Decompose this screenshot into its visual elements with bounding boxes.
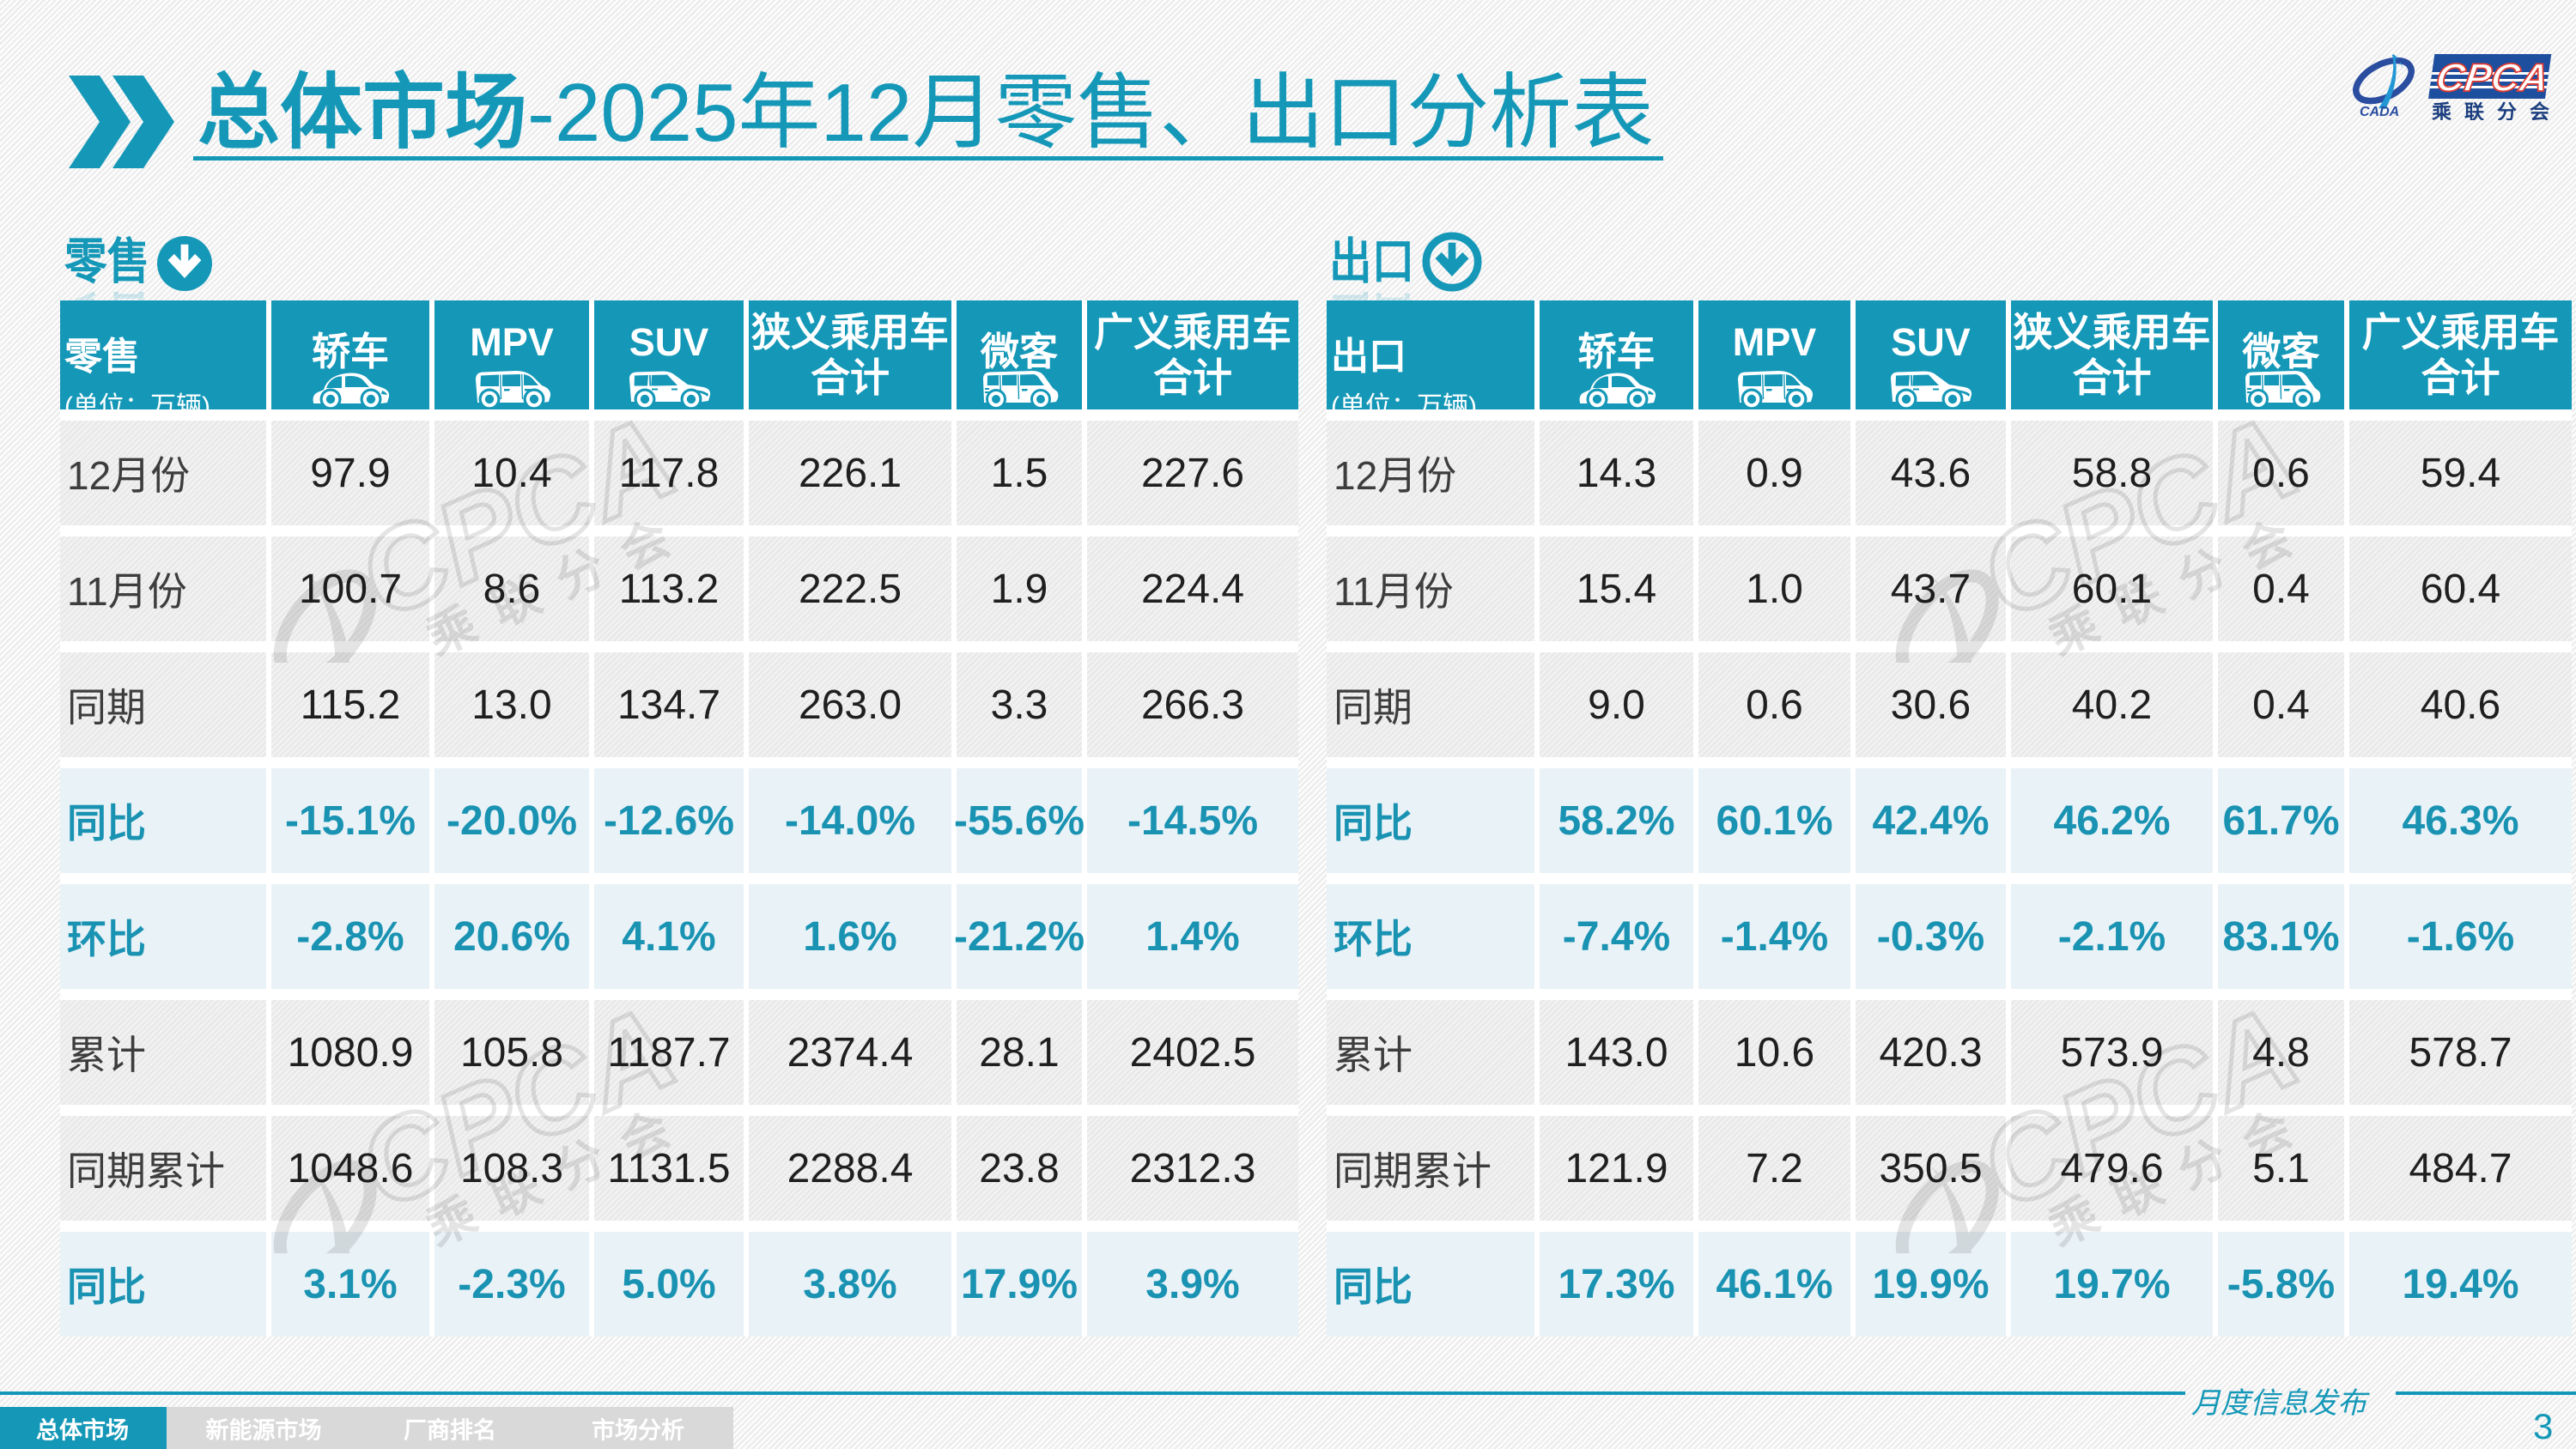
svg-text:CADA: CADA xyxy=(2360,105,2399,119)
svg-text:乘联分会: 乘联分会 xyxy=(2431,100,2552,120)
svg-text:CPCA: CPCA xyxy=(2433,55,2552,100)
